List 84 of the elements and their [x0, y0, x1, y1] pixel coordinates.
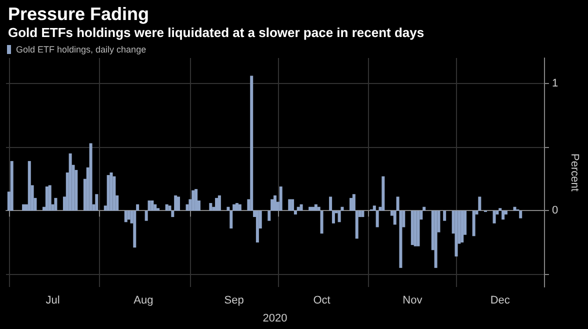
- bar: [256, 210, 259, 242]
- bar: [492, 210, 496, 224]
- bar: [296, 206, 300, 211]
- bar: [338, 210, 341, 222]
- bar: [422, 206, 426, 211]
- bar: [355, 210, 358, 239]
- bar: [361, 210, 364, 218]
- bar: [194, 189, 198, 211]
- bar: [95, 194, 98, 211]
- chart-title: Pressure Fading: [8, 4, 150, 24]
- x-tick-label: Aug: [134, 294, 154, 306]
- x-tick-label: Sep: [224, 294, 244, 306]
- bar: [291, 199, 294, 211]
- y-tick-label: 1: [552, 77, 558, 90]
- bar: [416, 210, 420, 246]
- bar: [410, 210, 414, 246]
- bar: [177, 196, 180, 211]
- bar: [226, 206, 230, 211]
- bar: [273, 195, 276, 211]
- bar: [209, 203, 212, 211]
- bar: [382, 176, 385, 211]
- bar: [308, 206, 312, 211]
- bar: [320, 210, 324, 234]
- bar: [250, 76, 254, 211]
- bar: [498, 208, 502, 211]
- bar: [230, 210, 233, 228]
- bar: [171, 210, 174, 218]
- bar: [156, 208, 160, 211]
- bar: [294, 210, 297, 214]
- bar: [232, 204, 236, 211]
- x-axis-title: 2020: [262, 312, 288, 324]
- bar: [150, 200, 154, 211]
- bar: [238, 204, 242, 211]
- bar: [312, 206, 314, 211]
- bar: [136, 204, 140, 211]
- bar: [10, 161, 14, 211]
- bar: [279, 186, 282, 211]
- bar: [352, 194, 356, 211]
- bar: [414, 210, 417, 246]
- bar: [174, 195, 178, 211]
- bar: [434, 210, 438, 268]
- bar: [133, 210, 136, 248]
- bar: [192, 190, 195, 211]
- bar: [513, 206, 516, 211]
- bar: [45, 186, 48, 211]
- y-tick-label: 0: [552, 204, 558, 217]
- bar: [300, 204, 303, 211]
- bar: [519, 210, 522, 218]
- bar: [460, 210, 464, 242]
- chart-subtitle: Gold ETFs holdings were liquidated at a slower pace in recent days: [8, 25, 424, 40]
- y-axis-title: Percent: [568, 154, 580, 192]
- bar: [22, 204, 26, 211]
- x-tick-label: Dec: [490, 294, 510, 306]
- bar: [268, 210, 271, 221]
- bar: [48, 185, 52, 211]
- bar: [28, 161, 31, 211]
- x-tick-label: Nov: [402, 294, 423, 306]
- legend-label: Gold ETF holdings, daily change: [16, 44, 146, 54]
- bar: [314, 204, 318, 211]
- bar: [502, 210, 505, 220]
- bar: [472, 210, 476, 236]
- bar: [329, 196, 332, 211]
- bar: [372, 206, 376, 211]
- x-tick-label: Jul: [46, 294, 60, 306]
- bar: [54, 198, 58, 211]
- bar: [288, 199, 292, 211]
- bar: [144, 210, 148, 221]
- bar: [218, 195, 221, 211]
- bar: [317, 206, 320, 211]
- bar: [393, 210, 396, 225]
- bar: [443, 210, 446, 221]
- bar: [376, 210, 379, 228]
- bar: [270, 199, 274, 211]
- bar: [332, 210, 335, 224]
- bar: [112, 176, 116, 211]
- bar: [154, 204, 157, 211]
- bar: [124, 210, 128, 222]
- bar: [350, 198, 353, 211]
- bar: [478, 196, 482, 211]
- bar: [215, 198, 218, 211]
- bar: [89, 143, 92, 211]
- bar: [106, 175, 110, 211]
- x-tick-label: Oct: [313, 294, 330, 306]
- bar: [168, 206, 172, 211]
